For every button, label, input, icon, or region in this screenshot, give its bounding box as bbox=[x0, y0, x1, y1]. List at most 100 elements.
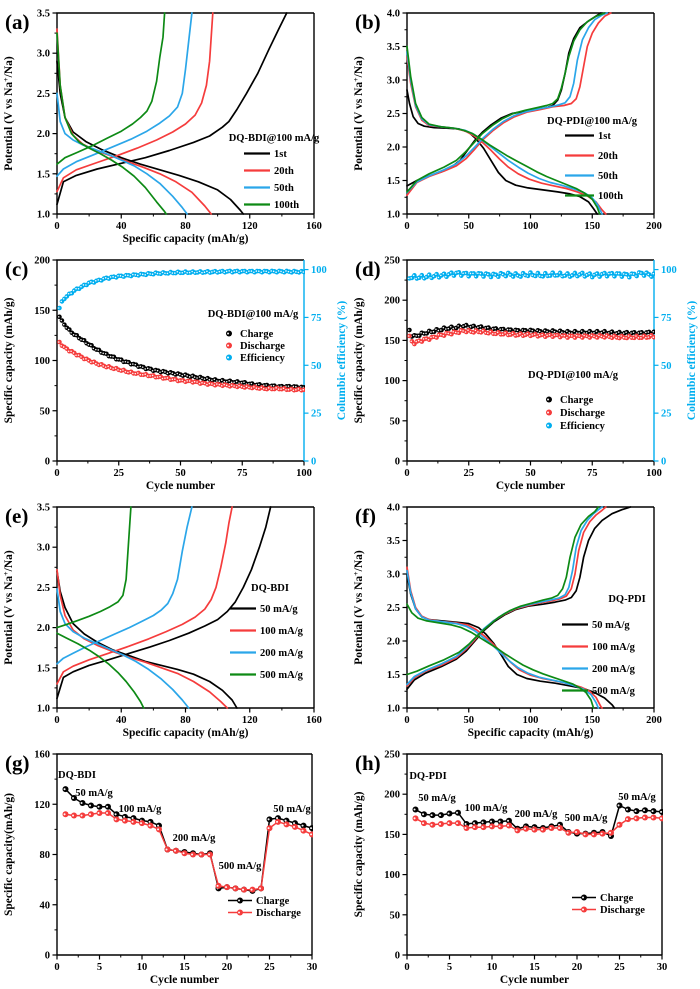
panel-e: 0 40 80 120 160 1.0 1.5 2.0 2.5 3.0 3.5 Specific ca… bbox=[1, 503, 322, 740]
annotation: 100 mA/g bbox=[119, 804, 163, 815]
y-tick-label: 2.0 bbox=[37, 129, 50, 140]
x-tick-label: 100 bbox=[523, 715, 539, 726]
legend-label: Discharge bbox=[600, 905, 645, 916]
annotation: 50 mA/g bbox=[618, 792, 656, 803]
legend-label: 50 mA/g bbox=[592, 620, 630, 631]
y2-axis-label: Columbic efficiency (%) bbox=[336, 301, 348, 421]
y2-tick-label: 0 bbox=[311, 457, 316, 468]
legend-title: DQ-PDI@100 mA/g bbox=[528, 370, 619, 381]
x-tick-label: 100 bbox=[523, 221, 539, 232]
y-tick-label: 2.0 bbox=[387, 637, 400, 648]
panel-letter: (b) bbox=[355, 10, 381, 34]
y-tick-label: 40 bbox=[40, 900, 51, 911]
legend-label: Efficiency bbox=[560, 421, 606, 432]
x-tick-label: 200 bbox=[646, 715, 662, 726]
x-tick-label: 5 bbox=[447, 962, 452, 973]
panel-f: 0 50 100 150 200 1.0 1.5 2.0 2.5 3.0 3.5 4.0 Specifi… bbox=[351, 503, 662, 740]
x-tick-label: 40 bbox=[116, 221, 127, 232]
y-tick-label: 150 bbox=[384, 336, 400, 347]
y-axis-label: Potential (V vs Na+/Na) bbox=[351, 56, 365, 171]
y-tick-label: 3.5 bbox=[37, 9, 50, 20]
y2-tick-label: 75 bbox=[661, 313, 672, 324]
y-tick-label: 1.5 bbox=[387, 670, 400, 681]
y-axis-label: Potential (V vs Na+/Na) bbox=[351, 550, 365, 665]
panel-g: 0 5 10 15 20 25 30 0 40 80 120 160 Cycle number Speci… bbox=[3, 750, 318, 987]
x-tick-label: 0 bbox=[54, 962, 59, 973]
x-tick-label: 0 bbox=[404, 715, 409, 726]
y-tick-label: 2.5 bbox=[37, 583, 50, 594]
annotation: DQ-BDI bbox=[58, 770, 96, 781]
panel-letter: (h) bbox=[355, 751, 381, 775]
y-tick-label: 1.0 bbox=[37, 210, 50, 221]
annotation: 50 mA/g bbox=[75, 788, 113, 799]
y-tick-label: 150 bbox=[34, 306, 50, 317]
y-tick-label: 3.0 bbox=[37, 543, 50, 554]
x-tick-label: 80 bbox=[180, 221, 191, 232]
x-tick-label: 200 bbox=[646, 221, 662, 232]
panel-letter: (f) bbox=[355, 504, 376, 528]
y2-tick-label: 25 bbox=[311, 409, 322, 420]
x-axis-label: Specific capacity (mAh/g) bbox=[123, 233, 249, 245]
legend-title: DQ-BDI@100 mA/g bbox=[229, 133, 320, 144]
annotation: 500 mA/g bbox=[565, 813, 609, 824]
y-tick-label: 0 bbox=[395, 457, 400, 468]
x-tick-label: 100 bbox=[296, 468, 312, 479]
panel-letter: (g) bbox=[5, 751, 30, 775]
legend-label: Charge bbox=[560, 395, 594, 406]
x-tick-label: 20 bbox=[572, 962, 583, 973]
y-axis-label: Specific capacity (mAh/g) bbox=[353, 297, 365, 423]
x-tick-label: 10 bbox=[487, 962, 498, 973]
x-tick-label: 30 bbox=[307, 962, 318, 973]
legend-label: 200 mA/g bbox=[260, 648, 304, 659]
legend-label: Discharge bbox=[560, 408, 605, 419]
y-tick-label: 2.0 bbox=[387, 143, 400, 154]
y-tick-label: 0 bbox=[45, 951, 50, 962]
x-tick-label: 160 bbox=[306, 715, 322, 726]
y-axis-label: Specific capacity (mAh/g) bbox=[353, 791, 365, 917]
x-tick-label: 100 bbox=[646, 468, 662, 479]
y2-tick-label: 50 bbox=[661, 361, 672, 372]
y-tick-label: 3.5 bbox=[37, 503, 50, 514]
legend-label: 500 mA/g bbox=[592, 686, 636, 697]
x-tick-label: 40 bbox=[116, 715, 127, 726]
legend-title: DQ-BDI bbox=[251, 583, 289, 594]
y-tick-label: 3.5 bbox=[387, 536, 400, 547]
y-tick-label: 250 bbox=[384, 750, 400, 761]
y-axis-label: Potential (V vs Na+/Na) bbox=[1, 550, 15, 665]
panel-h: 0 5 10 15 20 25 30 0 50 100 150 200 250 Cycle number S… bbox=[353, 750, 668, 987]
x-tick-label: 25 bbox=[264, 962, 275, 973]
x-tick-label: 0 bbox=[54, 468, 59, 479]
y2-tick-label: 100 bbox=[661, 265, 677, 276]
y2-tick-label: 25 bbox=[661, 409, 672, 420]
y-tick-label: 250 bbox=[384, 256, 400, 267]
y2-tick-label: 50 bbox=[311, 361, 322, 372]
x-tick-label: 0 bbox=[404, 468, 409, 479]
y-tick-label: 4.0 bbox=[387, 503, 400, 514]
annotation: 50 mA/g bbox=[418, 793, 456, 804]
x-tick-label: 75 bbox=[237, 468, 248, 479]
legend-label: Efficiency bbox=[240, 353, 286, 364]
legend-label: Charge bbox=[240, 329, 274, 340]
y-tick-label: 80 bbox=[40, 850, 51, 861]
x-tick-label: 50 bbox=[464, 715, 475, 726]
legend-label: 20th bbox=[598, 151, 618, 162]
y-tick-label: 0 bbox=[395, 951, 400, 962]
x-tick-label: 120 bbox=[242, 715, 258, 726]
x-tick-label: 120 bbox=[242, 221, 258, 232]
x-tick-label: 30 bbox=[657, 962, 668, 973]
legend-label: Discharge bbox=[256, 908, 301, 919]
annotation: DQ-PDI bbox=[409, 771, 446, 782]
x-tick-label: 75 bbox=[587, 468, 598, 479]
legend-label: 100th bbox=[274, 200, 299, 211]
y-axis-label: Specific capacity (mAh/g) bbox=[3, 297, 15, 423]
x-tick-label: 5 bbox=[97, 962, 102, 973]
x-tick-label: 50 bbox=[175, 468, 186, 479]
panel-letter: (d) bbox=[355, 257, 381, 281]
y-tick-label: 3.0 bbox=[37, 49, 50, 60]
panel-d: 0 25 50 75 1000501001502002500255075100Cycle… bbox=[353, 256, 698, 493]
panel-b: 0 50 100 150 200 1.0 1.5 2.0 2.5 3.0 3.5 4.0 Potenti… bbox=[351, 9, 662, 233]
y-tick-label: 4.0 bbox=[387, 9, 400, 20]
y-tick-label: 3.0 bbox=[387, 570, 400, 581]
